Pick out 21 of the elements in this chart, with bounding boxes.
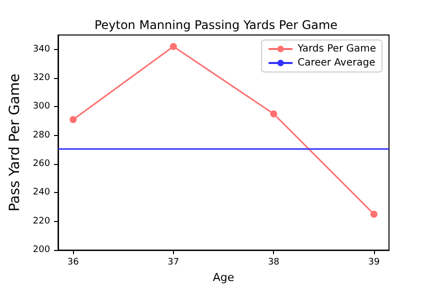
y-tick-label: 280	[32, 130, 50, 140]
y-tick-label: 200	[32, 245, 50, 256]
point	[370, 210, 378, 218]
x-tick-label: 39	[368, 258, 380, 268]
legend-label: Career Average	[298, 58, 376, 68]
y-tick-label: 320	[32, 73, 50, 84]
chart-title: Peyton Manning Passing Yards Per Game	[94, 18, 338, 32]
y-tick-label: 300	[32, 102, 50, 112]
y-tick-label: 260	[32, 159, 50, 170]
y-tick-label: 340	[32, 44, 50, 54]
y-tick-label: 240	[32, 188, 50, 198]
y-axis-title: Pass Yard Per Game	[7, 74, 23, 212]
legend-label: Yards Per Game	[296, 44, 376, 54]
point	[170, 42, 177, 50]
point	[70, 116, 77, 124]
x-tick-label: 36	[67, 258, 80, 268]
y-tick-label: 220	[32, 216, 50, 226]
point	[270, 110, 278, 118]
x-tick-label: 38	[268, 258, 280, 268]
x-tick-label: 37	[168, 258, 180, 268]
x-axis-title: Age	[212, 271, 234, 284]
